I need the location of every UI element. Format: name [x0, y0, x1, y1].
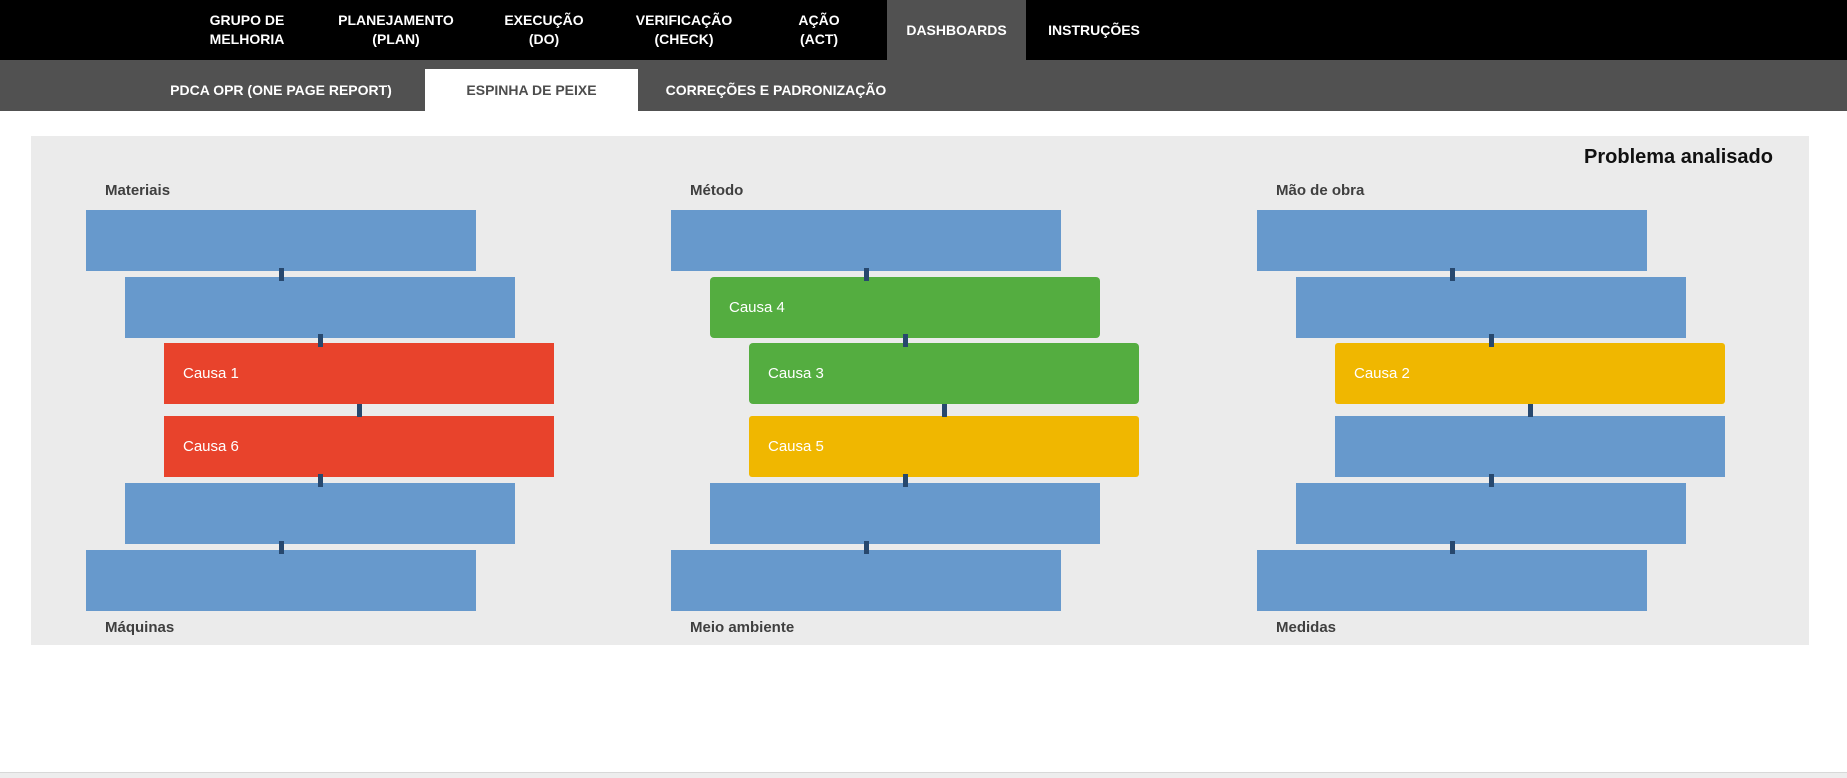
cause-label: Causa 6	[183, 438, 239, 455]
bone-bar	[86, 550, 476, 611]
category-label: Materiais	[105, 182, 171, 199]
subnav-tab-pdca-opr[interactable]: PDCA OPR (ONE PAGE REPORT)	[170, 82, 392, 98]
nav-tab-label: GRUPO DE	[209, 12, 285, 28]
page-title: Problema analisado	[1584, 146, 1773, 168]
nav-tab-dashboards[interactable]: DASHBOARDS	[887, 0, 1026, 60]
nav-tab-label: INSTRUÇÕES	[1048, 21, 1140, 38]
cause-bar: Causa 2	[1335, 343, 1725, 404]
nav-tab-grupo-de-melhoria[interactable]: GRUPO DE MELHORIA	[210, 0, 285, 60]
bone-bar	[1296, 483, 1686, 544]
nav-tab-instrucoes[interactable]: INSTRUÇÕES	[1048, 0, 1140, 60]
bone-bar	[710, 483, 1100, 544]
cause-label: Causa 2	[1354, 365, 1410, 382]
spine-tick	[356, 403, 362, 417]
bone-bar	[86, 210, 476, 271]
subnav-tab-espinha-de-peixe[interactable]: ESPINHA DE PEIXE	[425, 69, 638, 111]
bone-bar	[671, 210, 1061, 271]
fishbone-panel: Problema analisado Materiais Máquinas Caus…	[31, 136, 1809, 645]
spine-tick	[278, 267, 284, 281]
spine-tick	[1488, 473, 1494, 487]
category-label: Meio ambiente	[690, 619, 795, 636]
cause-bar: Causa 3	[749, 343, 1139, 404]
cause-bar: Causa 4	[710, 277, 1100, 338]
nav-tab-label: AÇÃO	[798, 12, 840, 28]
bone-bar	[125, 483, 515, 544]
cause-label: Causa 5	[768, 438, 824, 455]
category-label: Máquinas	[105, 619, 175, 636]
nav-tab-label: (CHECK)	[654, 31, 714, 47]
nav-tab-label: (PLAN)	[372, 31, 420, 47]
cause-label: Causa 3	[768, 365, 824, 382]
spine-tick	[902, 334, 908, 347]
subnav-tab-correcoes-e-padronizacao[interactable]: CORREÇÕES E PADRONIZAÇÃO	[665, 82, 887, 98]
spine-tick	[278, 540, 284, 554]
cause-bar: Causa 1	[164, 343, 554, 404]
nav-tab-acao-act[interactable]: AÇÃO (ACT)	[798, 0, 839, 60]
spine-tick	[317, 334, 323, 347]
cause-bar: Causa 5	[749, 416, 1139, 477]
bone-bar	[1335, 416, 1725, 477]
cause-bar: Causa 6	[164, 416, 554, 477]
spine-tick	[1527, 403, 1533, 417]
secondary-nav: PDCA OPR (ONE PAGE REPORT) ESPINHA DE PE…	[0, 60, 1847, 111]
spine-tick	[1449, 540, 1455, 554]
nav-tab-verificacao-check[interactable]: VERIFICAÇÃO (CHECK)	[636, 0, 732, 60]
spine-tick	[941, 403, 947, 417]
bone-bar	[671, 550, 1061, 611]
cause-label: Causa 1	[183, 365, 239, 382]
bone-bar	[1296, 277, 1686, 338]
nav-tab-planejamento-plan[interactable]: PLANEJAMENTO (PLAN)	[338, 0, 454, 60]
category-label: Mão de obra	[1276, 182, 1365, 199]
spine-tick	[863, 267, 869, 281]
nav-tab-label: (ACT)	[799, 31, 839, 47]
spine-tick	[902, 473, 908, 487]
bottom-edge-strip	[0, 772, 1847, 778]
nav-tab-label: (DO)	[528, 31, 560, 47]
bone-bar	[125, 277, 515, 338]
nav-tab-execucao-do[interactable]: EXECUÇÃO (DO)	[504, 0, 583, 60]
cause-label: Causa 4	[729, 299, 785, 316]
nav-tab-label: EXECUÇÃO	[504, 12, 584, 28]
spine-tick	[1488, 334, 1494, 347]
spine-tick	[1449, 267, 1455, 281]
bone-bar	[1257, 550, 1647, 611]
nav-tab-label: DASHBOARDS	[906, 21, 1007, 38]
category-label: Medidas	[1276, 619, 1337, 636]
spine-tick	[317, 473, 323, 487]
primary-nav: GRUPO DE MELHORIA PLANEJAMENTO (PLAN) EX…	[0, 0, 1847, 60]
spine-tick	[863, 540, 869, 554]
nav-tab-label: MELHORIA	[209, 31, 285, 47]
category-label: Método	[690, 182, 744, 199]
bone-bar	[1257, 210, 1647, 271]
nav-tab-label: VERIFICAÇÃO	[635, 12, 733, 28]
nav-tab-label: PLANEJAMENTO	[338, 12, 454, 28]
